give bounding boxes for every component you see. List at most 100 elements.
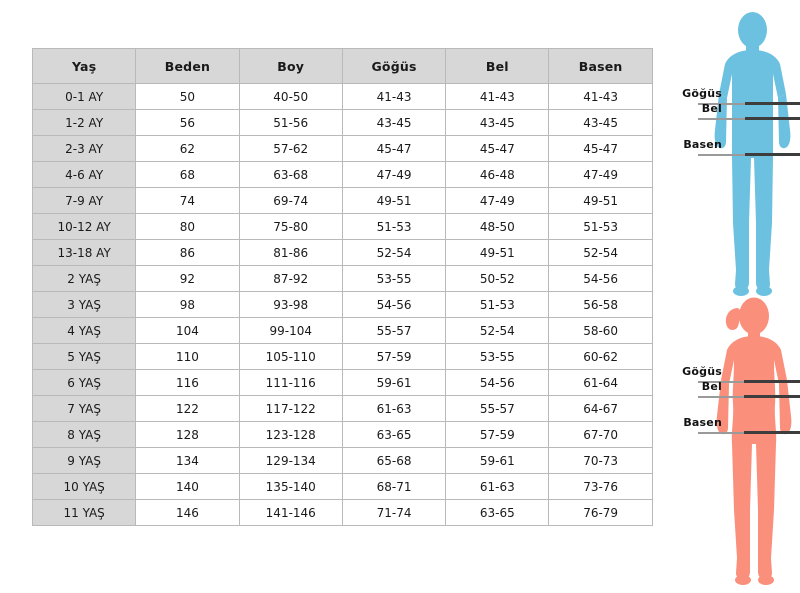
girl-hip-measure-line [744,431,800,434]
cell-waist: 59-61 [445,447,550,474]
table-row: 10-12 AY 80 75-80 51-53 48-50 51-53 [31,213,653,240]
cell-chest: 61-63 [341,395,447,422]
cell-hip: 45-47 [548,135,653,162]
cell-chest: 65-68 [341,447,447,474]
cell-height: 111-116 [238,369,343,396]
cell-age: 10 YAŞ [31,473,137,500]
cell-size: 62 [135,135,240,162]
cell-size: 134 [135,447,240,474]
boy-hip-leader-line [698,154,760,156]
column-header-size: Beden [135,48,240,84]
cell-size: 128 [135,421,240,448]
cell-waist: 55-57 [445,395,550,422]
cell-chest: 53-55 [341,265,447,292]
cell-hip: 54-56 [548,265,653,292]
table-row: 9 YAŞ 134 129-134 65-68 59-61 70-73 [31,447,653,474]
cell-height: 141-146 [238,499,343,526]
cell-height: 123-128 [238,421,343,448]
cell-waist: 48-50 [445,213,550,240]
girl-chest-leader-line [698,381,760,383]
cell-waist: 57-59 [445,421,550,448]
cell-hip: 61-64 [548,369,653,396]
table-row: 5 YAŞ 110 105-110 57-59 53-55 60-62 [31,343,653,370]
cell-waist: 61-63 [445,473,550,500]
cell-hip: 76-79 [548,499,653,526]
girl-figure-block: Göğüs Bel Basen [660,292,800,589]
cell-size: 116 [135,369,240,396]
cell-hip: 41-43 [548,83,653,110]
table-row: 4 YAŞ 104 99-104 55-57 52-54 58-60 [31,317,653,344]
cell-size: 146 [135,499,240,526]
boy-hip-measure-line [745,153,800,156]
cell-waist: 54-56 [445,369,550,396]
column-header-chest: Göğüs [341,48,447,84]
cell-age: 8 YAŞ [31,421,137,448]
cell-chest: 57-59 [341,343,447,370]
cell-chest: 63-65 [341,421,447,448]
cell-size: 140 [135,473,240,500]
cell-hip: 52-54 [548,239,653,266]
size-chart-table: Yaş Beden Boy Göğüs Bel Basen 0-1 AY 50 40… [31,48,653,526]
cell-hip: 67-70 [548,421,653,448]
size-chart-table-container: Yaş Beden Boy Göğüs Bel Basen 0-1 AY 50 40… [31,48,653,526]
cell-size: 74 [135,187,240,214]
cell-chest: 54-56 [341,291,447,318]
cell-chest: 59-61 [341,369,447,396]
cell-age: 13-18 AY [31,239,137,266]
cell-height: 135-140 [238,473,343,500]
girl-chest-label: Göğüs [682,365,722,378]
cell-hip: 56-58 [548,291,653,318]
boy-waist-leader-line [698,118,760,120]
cell-size: 56 [135,109,240,136]
cell-waist: 51-53 [445,291,550,318]
cell-waist: 41-43 [445,83,550,110]
table-row: 3 YAŞ 98 93-98 54-56 51-53 56-58 [31,291,653,318]
cell-height: 93-98 [238,291,343,318]
cell-chest: 68-71 [341,473,447,500]
table-row: 6 YAŞ 116 111-116 59-61 54-56 61-64 [31,369,653,396]
cell-hip: 70-73 [548,447,653,474]
girl-waist-measure-line [744,395,800,398]
table-header: Yaş Beden Boy Göğüs Bel Basen [31,48,653,84]
cell-height: 117-122 [238,395,343,422]
cell-size: 122 [135,395,240,422]
cell-hip: 43-45 [548,109,653,136]
cell-size: 110 [135,343,240,370]
cell-age: 2 YAŞ [31,265,137,292]
cell-chest: 55-57 [341,317,447,344]
table-row: 8 YAŞ 128 123-128 63-65 57-59 67-70 [31,421,653,448]
column-header-hip: Basen [548,48,653,84]
cell-waist: 43-45 [445,109,550,136]
cell-age: 7 YAŞ [31,395,137,422]
cell-age: 5 YAŞ [31,343,137,370]
cell-chest: 52-54 [341,239,447,266]
cell-height: 75-80 [238,213,343,240]
cell-height: 105-110 [238,343,343,370]
cell-waist: 47-49 [445,187,550,214]
cell-age: 6 YAŞ [31,369,137,396]
cell-size: 98 [135,291,240,318]
cell-height: 129-134 [238,447,343,474]
boy-figure-block: Göğüs Bel Basen [660,8,800,300]
table-row: 2-3 AY 62 57-62 45-47 45-47 45-47 [31,135,653,162]
girl-chest-measure-line [744,380,800,383]
table-row: 11 YAŞ 146 141-146 71-74 63-65 76-79 [31,499,653,526]
cell-hip: 58-60 [548,317,653,344]
cell-age: 11 YAŞ [31,499,137,526]
girl-waist-label: Bel [701,380,722,393]
cell-height: 87-92 [238,265,343,292]
cell-size: 92 [135,265,240,292]
girl-waist-leader-line [698,396,760,398]
girl-hip-leader-line [698,432,760,434]
cell-chest: 41-43 [341,83,447,110]
cell-waist: 63-65 [445,499,550,526]
cell-age: 7-9 AY [31,187,137,214]
cell-age: 0-1 AY [31,83,137,110]
cell-age: 9 YAŞ [31,447,137,474]
cell-size: 68 [135,161,240,188]
cell-waist: 53-55 [445,343,550,370]
cell-waist: 46-48 [445,161,550,188]
table-row: 7-9 AY 74 69-74 49-51 47-49 49-51 [31,187,653,214]
table-row: 4-6 AY 68 63-68 47-49 46-48 47-49 [31,161,653,188]
boy-chest-leader-line [698,103,760,105]
